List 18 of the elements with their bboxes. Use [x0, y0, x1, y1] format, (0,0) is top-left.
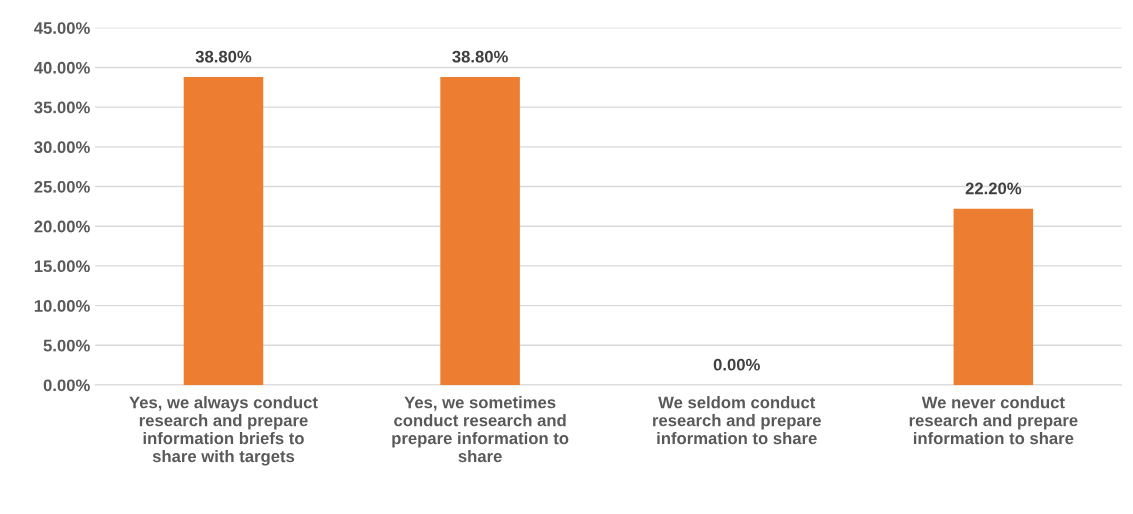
data-label: 0.00% [713, 358, 760, 371]
y-tick-label: 30.00% [34, 141, 90, 154]
y-tick-label: 10.00% [34, 300, 90, 312]
data-label: 38.80% [452, 50, 508, 63]
y-tick-label: 35.00% [34, 101, 90, 114]
x-tick-label: We never conduct research and prepare information to share [909, 396, 1078, 445]
y-tick-label: 5.00% [43, 339, 90, 352]
y-tick-label: 40.00% [34, 61, 90, 74]
y-tick-label: 0.00% [43, 379, 90, 392]
x-tick-label: Yes, we sometimes conduct research and prepare information to share [392, 396, 569, 463]
data-label: 22.20% [965, 182, 1022, 195]
y-tick-label: 45.00% [34, 22, 90, 34]
y-tick-label: 15.00% [34, 260, 90, 273]
y-tick-label: 20.00% [34, 220, 90, 233]
x-tick-label: We seldom conduct research and prepare information to share [653, 396, 821, 445]
data-label: 38.80% [195, 50, 252, 63]
y-tick-label: 25.00% [34, 180, 90, 193]
x-tick-label: Yes, we always conduct research and prepare information briefs to share with targets [129, 396, 318, 466]
